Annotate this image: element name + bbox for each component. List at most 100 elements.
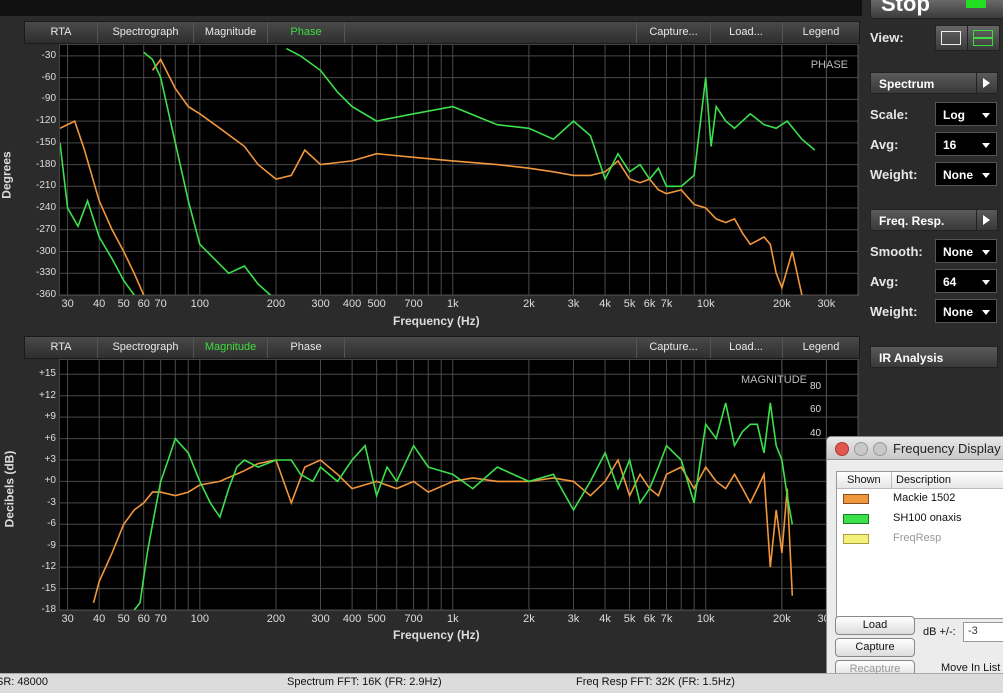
x-tick-label: 200 (266, 298, 286, 310)
x-tick-label: 4k (599, 613, 611, 625)
stop-indicator-light (966, 0, 986, 8)
split-view-icon (973, 30, 993, 38)
y-tick-label: +0 (44, 475, 56, 487)
minimize-icon[interactable] (854, 442, 868, 456)
freq-resp-section-button[interactable]: Freq. Resp. (870, 209, 998, 231)
x-tick-label: 30 (61, 298, 74, 310)
ir-analysis-button[interactable]: IR Analysis (870, 346, 998, 368)
close-icon[interactable] (835, 442, 849, 456)
col-description[interactable]: Description (896, 474, 952, 486)
y-tick-label: -150 (35, 136, 56, 148)
x-tick-label: 7k (660, 613, 673, 625)
spectrum-section-button[interactable]: Spectrum (870, 72, 998, 94)
spectrum-fft: Spectrum FFT: 16K (FR: 2.9Hz) (287, 676, 442, 688)
phase-tabbar: RTA Spectrograph Magnitude Phase Capture… (24, 21, 860, 44)
avg-select[interactable]: 16 (935, 132, 997, 156)
y-tick-label: -12 (41, 561, 56, 573)
y-tick-label: -3 (47, 496, 56, 508)
capture-button[interactable]: Capture... (636, 337, 711, 358)
x-tick-label: 400 (342, 298, 362, 310)
load-curve-button[interactable]: Load (835, 616, 915, 635)
frequency-display-window: Frequency Display Shown Description Mack… (826, 436, 1003, 690)
y-tick-label: -240 (35, 202, 56, 214)
scale-value: Log (943, 108, 965, 122)
list-item[interactable]: SH100 onaxis (837, 509, 1003, 529)
db-label: dB +/-: (923, 626, 956, 638)
x-tick-label: 300 (311, 298, 330, 310)
magnitude-plot[interactable]: MAGNITUDE (59, 359, 859, 611)
series-line-mackie-1502 (151, 57, 803, 295)
x-tick-label: 30 (61, 613, 74, 625)
tab-spectrograph[interactable]: Spectrograph (98, 22, 194, 43)
curve-swatch (843, 534, 869, 544)
y-tick-label: -60 (41, 71, 56, 83)
x-tick-label: 60 (137, 613, 150, 625)
y-tick-label: -30 (41, 49, 56, 61)
x-tick-label: 20k (772, 298, 791, 310)
smooth-select[interactable]: None (935, 239, 997, 263)
tab-spectrograph[interactable]: Spectrograph (98, 337, 194, 358)
curve-swatch (843, 494, 869, 504)
col-divider (891, 472, 892, 488)
ir-analysis-label: IR Analysis (879, 351, 944, 365)
x-tick-label: 70 (154, 298, 167, 310)
series-line-sh100-onaxis (60, 142, 135, 295)
series-line-sh100-onaxis (286, 47, 816, 188)
window-title: Frequency Display (893, 441, 1001, 456)
view-single-button[interactable] (935, 25, 968, 51)
move-in-list-label: Move In List (941, 662, 1001, 674)
tab-rta[interactable]: RTA (25, 22, 98, 43)
capture-button[interactable]: Capture... (636, 22, 711, 43)
col-shown[interactable]: Shown (847, 474, 881, 486)
chevron-down-icon (982, 113, 990, 118)
weight-value: None (943, 168, 973, 182)
weight-select[interactable]: None (935, 162, 997, 186)
weight2-select[interactable]: None (935, 299, 997, 323)
y-tick-label: -90 (41, 93, 56, 105)
x-tick-label: 7k (660, 298, 673, 310)
avg2-label: Avg: (870, 274, 899, 289)
mag-right-tick: 80 (810, 381, 822, 392)
x-tick-label: 300 (311, 613, 330, 625)
view-split-button[interactable] (967, 25, 1000, 51)
db-input[interactable]: -3 (963, 622, 1003, 642)
tab-magnitude[interactable]: Magnitude (194, 337, 268, 358)
window-titlebar[interactable]: Frequency Display (827, 437, 1003, 460)
phase-plot[interactable]: PHASE (59, 44, 859, 296)
tab-rta[interactable]: RTA (25, 337, 98, 358)
y-tick-label: -360 (35, 289, 56, 300)
list-header: Shown Description (837, 472, 1003, 489)
x-tick-label: 20k (772, 613, 791, 625)
legend-button[interactable]: Legend (802, 26, 840, 38)
x-tick-label: 40 (93, 613, 106, 625)
x-tick-label: 100 (190, 613, 210, 625)
x-tick-label: 1k (446, 298, 459, 310)
freq-resp-fft: Freq Resp FFT: 32K (FR: 1.5Hz) (576, 676, 735, 688)
tab-phase[interactable]: Phase (268, 22, 345, 43)
list-item[interactable]: FreqResp (837, 529, 1003, 549)
y-tick-label: +3 (44, 454, 56, 465)
x-tick-label: 2k (523, 613, 535, 625)
list-item[interactable]: Mackie 1502 (837, 489, 1003, 509)
curve-list: Shown Description Mackie 1502 SH100 onax… (836, 471, 1003, 619)
tab-magnitude[interactable]: Magnitude (194, 22, 268, 43)
load-button[interactable]: Load... (710, 337, 783, 358)
scale-select[interactable]: Log (935, 102, 997, 126)
smooth-value: None (943, 245, 973, 259)
y-tick-label: -120 (35, 115, 56, 127)
avg2-select[interactable]: 64 (935, 269, 997, 293)
y-tick-label: -15 (41, 582, 56, 594)
x-tick-label: 3k (567, 613, 580, 625)
capture-curve-button[interactable]: Capture (835, 638, 915, 657)
y-tick-label: -300 (35, 245, 56, 257)
curve-name: SH100 onaxis (893, 512, 962, 524)
y-tick-label: -270 (35, 223, 56, 235)
load-button[interactable]: Load... (710, 22, 783, 43)
zoom-icon[interactable] (873, 442, 887, 456)
view-label: View: (870, 30, 904, 45)
tab-phase[interactable]: Phase (268, 337, 345, 358)
x-tick-label: 500 (367, 298, 386, 310)
chevron-down-icon (982, 280, 990, 285)
legend-button[interactable]: Legend (802, 341, 840, 353)
x-tick-label: 6k (643, 298, 656, 310)
